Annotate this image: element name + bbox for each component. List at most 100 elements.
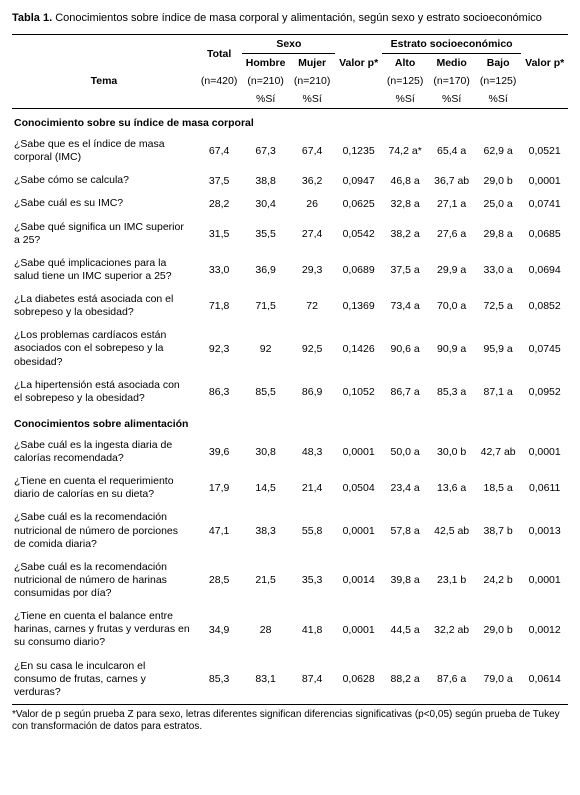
- cell-p1: 0,1235: [335, 133, 382, 169]
- cell-alto: 37,5 a: [382, 252, 429, 288]
- header-hombre: Hombre: [242, 54, 289, 73]
- header-valorp1: Valor p*: [335, 35, 382, 91]
- cell-p2: 0,0013: [521, 506, 568, 555]
- cell-total: 86,3: [196, 374, 243, 410]
- n-alto: (n=125): [382, 72, 429, 90]
- cell-medio: 85,3 a: [428, 374, 475, 410]
- cell-mujer: 67,4: [289, 133, 336, 169]
- cell-alto: 74,2 a*: [382, 133, 429, 169]
- cell-p2: 0,0741: [521, 192, 568, 215]
- header-total: Total: [196, 35, 243, 73]
- cell-alto: 23,4 a: [382, 470, 429, 506]
- header-bajo: Bajo: [475, 54, 522, 73]
- cell-p1: 0,0625: [335, 192, 382, 215]
- row-question: ¿Sabe cómo se calcula?: [12, 169, 196, 192]
- cell-p2: 0,0001: [521, 169, 568, 192]
- cell-medio: 29,9 a: [428, 252, 475, 288]
- cell-p1: 0,0947: [335, 169, 382, 192]
- cell-mujer: 27,4: [289, 216, 336, 252]
- cell-bajo: 29,0 b: [475, 605, 522, 654]
- cell-bajo: 29,8 a: [475, 216, 522, 252]
- data-table: Total Sexo Valor p* Estrato socioeconómi…: [12, 34, 568, 705]
- cell-bajo: 18,5 a: [475, 470, 522, 506]
- pct-b: %Sí: [475, 90, 522, 109]
- table-row: ¿Sabe qué implicaciones para la salud ti…: [12, 252, 568, 288]
- cell-alto: 73,4 a: [382, 288, 429, 324]
- cell-hombre: 83,1: [242, 655, 289, 705]
- n-medio: (n=170): [428, 72, 475, 90]
- cell-total: 67,4: [196, 133, 243, 169]
- cell-total: 85,3: [196, 655, 243, 705]
- cell-bajo: 24,2 b: [475, 556, 522, 605]
- table-row: ¿La hipertensión está asociada con el so…: [12, 374, 568, 410]
- cell-p2: 0,0685: [521, 216, 568, 252]
- cell-total: 17,9: [196, 470, 243, 506]
- cell-bajo: 25,0 a: [475, 192, 522, 215]
- cell-medio: 70,0 a: [428, 288, 475, 324]
- section-header: Conocimientos sobre alimentación: [12, 410, 568, 434]
- cell-p2: 0,0012: [521, 605, 568, 654]
- cell-p2: 0,0614: [521, 655, 568, 705]
- cell-total: 28,2: [196, 192, 243, 215]
- cell-hombre: 85,5: [242, 374, 289, 410]
- cell-p1: 0,0689: [335, 252, 382, 288]
- cell-p1: 0,0001: [335, 434, 382, 470]
- cell-total: 31,5: [196, 216, 243, 252]
- cell-hombre: 38,8: [242, 169, 289, 192]
- cell-hombre: 35,5: [242, 216, 289, 252]
- row-question: ¿Sabe cuál es la recomendación nutricion…: [12, 556, 196, 605]
- table-row: ¿Sabe cómo se calcula?37,538,836,20,0947…: [12, 169, 568, 192]
- cell-p2: 0,0001: [521, 556, 568, 605]
- cell-medio: 32,2 ab: [428, 605, 475, 654]
- footnote: *Valor de p según prueba Z para sexo, le…: [12, 709, 568, 733]
- cell-mujer: 26: [289, 192, 336, 215]
- pct-m: %Sí: [289, 90, 336, 109]
- row-question: ¿En su casa le inculcaron el consumo de …: [12, 655, 196, 705]
- table-body: Conocimiento sobre su índice de masa cor…: [12, 109, 568, 705]
- header-mujer: Mujer: [289, 54, 336, 73]
- cell-mujer: 87,4: [289, 655, 336, 705]
- cell-mujer: 35,3: [289, 556, 336, 605]
- cell-mujer: 41,8: [289, 605, 336, 654]
- header-estrato: Estrato socioeconómico: [382, 35, 522, 54]
- cell-mujer: 72: [289, 288, 336, 324]
- header-tema: Tema: [12, 72, 196, 90]
- row-question: ¿Sabe cuál es su IMC?: [12, 192, 196, 215]
- cell-mujer: 55,8: [289, 506, 336, 555]
- table-row: ¿Tiene en cuenta el balance entre harina…: [12, 605, 568, 654]
- cell-total: 37,5: [196, 169, 243, 192]
- table-row: ¿Los problemas cardíacos están asociados…: [12, 324, 568, 373]
- cell-medio: 23,1 b: [428, 556, 475, 605]
- cell-mujer: 86,9: [289, 374, 336, 410]
- row-question: ¿La diabetes está asociada con el sobrep…: [12, 288, 196, 324]
- cell-medio: 65,4 a: [428, 133, 475, 169]
- cell-alto: 86,7 a: [382, 374, 429, 410]
- pct-a: %Sí: [382, 90, 429, 109]
- cell-medio: 36,7 ab: [428, 169, 475, 192]
- table-row: ¿Sabe cuál es la recomendación nutricion…: [12, 506, 568, 555]
- cell-bajo: 42,7 ab: [475, 434, 522, 470]
- cell-mujer: 48,3: [289, 434, 336, 470]
- cell-bajo: 79,0 a: [475, 655, 522, 705]
- header-valorp2: Valor p*: [521, 35, 568, 91]
- cell-hombre: 67,3: [242, 133, 289, 169]
- cell-bajo: 38,7 b: [475, 506, 522, 555]
- cell-mujer: 92,5: [289, 324, 336, 373]
- row-question: ¿Sabe cuál es la ingesta diaria de calor…: [12, 434, 196, 470]
- cell-medio: 87,6 a: [428, 655, 475, 705]
- cell-hombre: 21,5: [242, 556, 289, 605]
- title-rest: Conocimientos sobre índice de masa corpo…: [52, 12, 542, 24]
- section-label: Conocimientos sobre alimentación: [12, 410, 568, 434]
- cell-total: 71,8: [196, 288, 243, 324]
- cell-p1: 0,0014: [335, 556, 382, 605]
- cell-p1: 0,1052: [335, 374, 382, 410]
- cell-total: 39,6: [196, 434, 243, 470]
- cell-medio: 27,6 a: [428, 216, 475, 252]
- cell-p1: 0,1426: [335, 324, 382, 373]
- header-alto: Alto: [382, 54, 429, 73]
- cell-p1: 0,0001: [335, 605, 382, 654]
- cell-alto: 38,2 a: [382, 216, 429, 252]
- row-question: ¿Los problemas cardíacos están asociados…: [12, 324, 196, 373]
- cell-hombre: 30,4: [242, 192, 289, 215]
- cell-total: 33,0: [196, 252, 243, 288]
